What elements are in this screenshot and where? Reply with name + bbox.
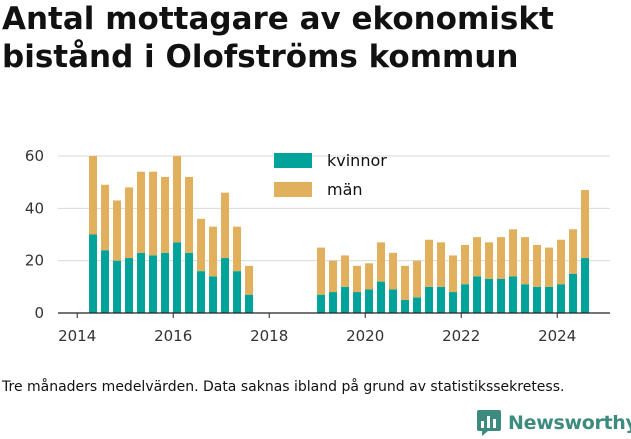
bar-kvinnor (545, 286, 554, 313)
bar-man (509, 229, 518, 277)
bar-man (233, 226, 242, 272)
bar-kvinnor (113, 260, 122, 313)
legend-swatch (274, 182, 312, 197)
bar-kvinnor (437, 286, 446, 313)
chart-title: Antal mottagare av ekonomiskt bistånd i … (2, 1, 554, 75)
bar-man (173, 156, 182, 243)
bar-man (185, 176, 194, 253)
bar-man (485, 242, 494, 279)
bar-kvinnor (485, 278, 494, 313)
bar-man (557, 239, 566, 285)
bar-man (581, 190, 590, 259)
bar-man (449, 255, 458, 293)
bar-kvinnor (521, 284, 530, 313)
bar-kvinnor (329, 292, 338, 313)
brand-logo[interactable]: Newsworthy (476, 409, 631, 437)
bar-kvinnor (137, 252, 146, 313)
bar-kvinnor (389, 289, 398, 313)
bar-kvinnor (161, 252, 170, 313)
bar-man (425, 239, 434, 287)
x-tick-label: 2014 (58, 327, 96, 345)
bar-man (209, 226, 218, 277)
bar-kvinnor (101, 250, 110, 313)
bar-kvinnor (233, 271, 242, 313)
bar-kvinnor (353, 292, 362, 313)
bar-kvinnor (449, 292, 458, 313)
bar-kvinnor (317, 294, 326, 313)
x-tick-label: 2020 (346, 327, 384, 345)
brand-name: Newsworthy (508, 412, 631, 434)
bar-kvinnor (221, 258, 230, 313)
bar-man (497, 237, 506, 279)
bar-kvinnor (89, 234, 98, 313)
bar-man (377, 242, 386, 282)
legend-swatch (274, 153, 312, 168)
bar-kvinnor (557, 284, 566, 313)
y-tick-label: 60 (25, 147, 44, 165)
bar-man (521, 237, 530, 285)
bar-man (353, 265, 362, 293)
bar-kvinnor (125, 258, 134, 313)
bar-kvinnor (461, 284, 470, 313)
bar-kvinnor (497, 278, 506, 313)
x-tick-label: 2024 (538, 327, 576, 345)
bar-man (137, 171, 146, 253)
bar-man (245, 265, 254, 295)
bar-man (473, 237, 482, 277)
bar-kvinnor (581, 258, 590, 313)
legend-label: kvinnor (327, 151, 387, 170)
legend-label: män (327, 180, 363, 199)
bar-man (569, 229, 578, 274)
bar-kvinnor (425, 286, 434, 313)
bar-man (401, 265, 410, 300)
bar-man (161, 176, 170, 253)
bar-man (341, 255, 350, 287)
bar-kvinnor (401, 299, 410, 313)
bar-man (461, 244, 470, 285)
bar-man (125, 187, 134, 259)
footnote: Tre månaders medelvärden. Data saknas ib… (2, 379, 565, 395)
bar-man (113, 200, 122, 261)
bar-man (365, 263, 374, 290)
bar-kvinnor (341, 286, 350, 313)
y-tick-label: 20 (25, 252, 44, 270)
bar-man (545, 247, 554, 287)
bar-man (437, 242, 446, 287)
bars (89, 156, 590, 313)
bar-kvinnor (245, 294, 254, 313)
bar-man (389, 252, 398, 290)
bar-man (149, 171, 158, 256)
bar-kvinnor (413, 297, 422, 313)
bar-man (329, 260, 338, 293)
bar-man (101, 184, 110, 251)
bar-kvinnor (533, 286, 542, 313)
bar-man (221, 192, 230, 259)
legend: kvinnor män (274, 151, 387, 199)
bar-kvinnor (209, 276, 218, 313)
bar-kvinnor (569, 273, 578, 313)
bar-man (197, 218, 206, 272)
x-tick-label: 2016 (154, 327, 192, 345)
y-tick-label: 0 (34, 304, 44, 322)
bar-kvinnor (473, 276, 482, 313)
newsworthy-logo-icon (477, 410, 501, 436)
bar-kvinnor (377, 281, 386, 313)
bar-kvinnor (365, 289, 374, 313)
bar-kvinnor (149, 255, 158, 313)
x-tick-label: 2018 (250, 327, 288, 345)
bar-man (413, 260, 422, 298)
bar-man (89, 156, 98, 235)
axes: 0 20 40 60 2014 2016 2018 2020 2022 2024 (25, 147, 610, 345)
x-tick-label: 2022 (442, 327, 480, 345)
bar-kvinnor (173, 242, 182, 313)
bar-kvinnor (185, 252, 194, 313)
y-tick-label: 40 (25, 199, 44, 217)
bar-kvinnor (197, 271, 206, 313)
bar-man (317, 247, 326, 295)
bar-man (533, 244, 542, 287)
bar-kvinnor (509, 276, 518, 313)
